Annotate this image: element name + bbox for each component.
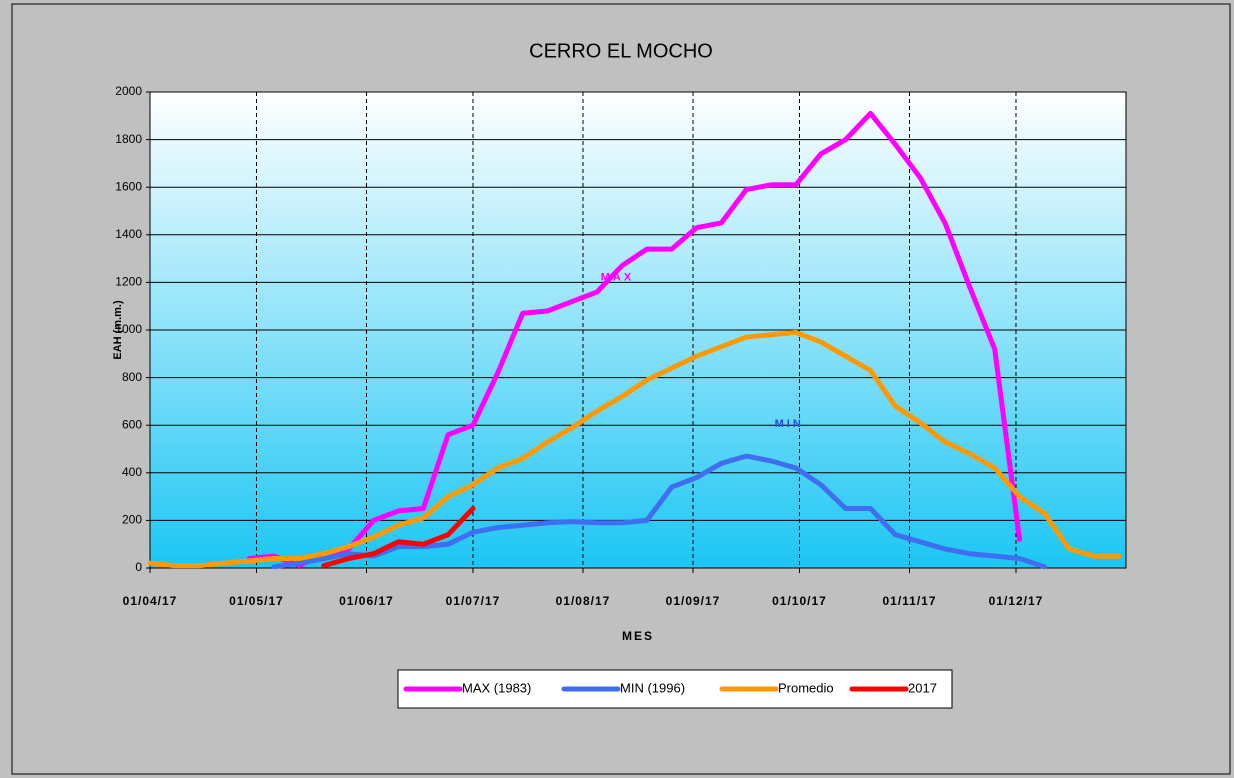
x-tick-label: 01/09/17: [666, 594, 721, 608]
series-line: [271, 453, 1047, 570]
legend-label: MIN (1996): [620, 680, 685, 695]
y-tick-label: 1400: [115, 227, 142, 241]
series-line: [321, 506, 476, 569]
y-tick-label: 400: [122, 465, 142, 479]
x-axis-label: MES: [622, 629, 654, 643]
plot-border: [149, 91, 1127, 569]
x-tick-label: 01/11/17: [882, 594, 936, 608]
y-tick-label: 0: [135, 560, 142, 574]
x-tick-label: 01/06/17: [339, 594, 394, 608]
y-axis-label: EAH (m.m.): [112, 300, 124, 360]
y-tick-label: 1600: [115, 179, 142, 193]
x-tick-label: 01/04/17: [123, 594, 178, 608]
x-tick-label: 01/05/17: [229, 594, 284, 608]
x-tick-label: 01/07/17: [446, 594, 501, 608]
y-tick-label: 200: [122, 513, 142, 527]
y-tick-label: 600: [122, 417, 142, 431]
y-tick-label: 1800: [115, 132, 142, 146]
y-tick-label: 800: [122, 370, 142, 384]
legend-label: Promedio: [778, 680, 834, 695]
y-tick-label: 2000: [115, 84, 142, 98]
annotation: MAX: [601, 272, 634, 284]
chart-title: CERRO EL MOCHO: [529, 40, 713, 62]
x-tick-label: 01/10/17: [772, 594, 827, 608]
legend-label: MAX (1983): [462, 680, 531, 695]
legend-label: 2017: [908, 680, 937, 695]
x-tick-label: 01/12/17: [989, 594, 1044, 608]
y-tick-label: 1000: [115, 322, 142, 336]
x-tick-label: 01/08/17: [556, 594, 611, 608]
y-tick-label: 1200: [115, 275, 142, 289]
annotation: MIN: [775, 418, 804, 430]
series-line: [147, 329, 1122, 569]
series-line: [246, 110, 1022, 569]
